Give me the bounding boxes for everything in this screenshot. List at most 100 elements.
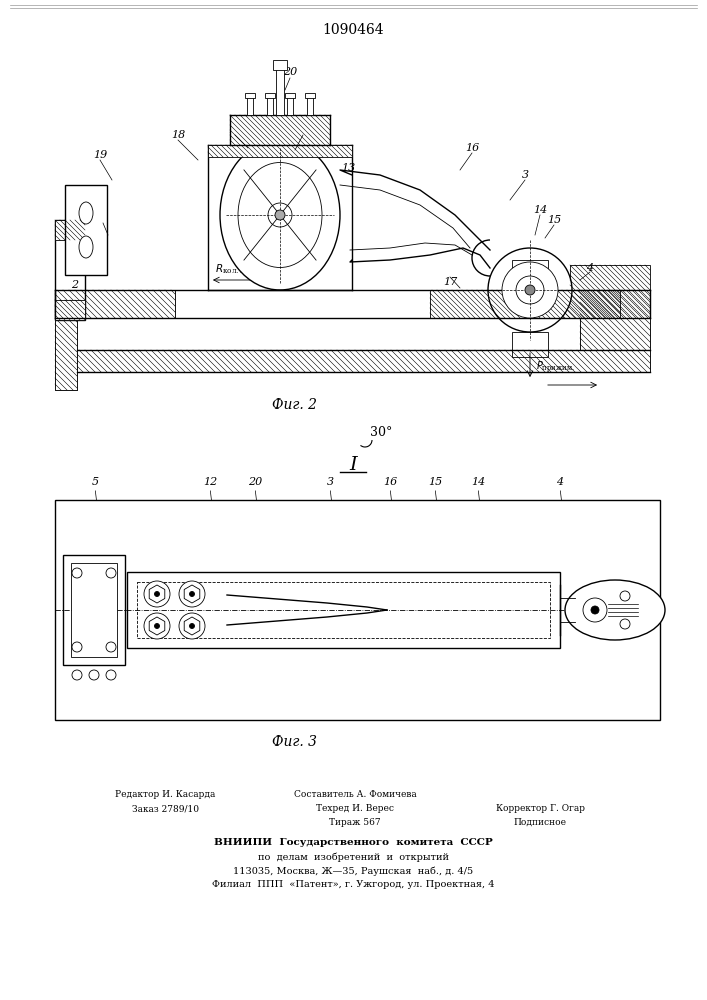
Text: $P_{\mathregular{прижим.}}$: $P_{\mathregular{прижим.}}$ <box>536 359 575 376</box>
Text: 12: 12 <box>203 477 217 487</box>
Polygon shape <box>149 617 165 635</box>
Bar <box>245 93 255 98</box>
Text: 3: 3 <box>327 477 334 487</box>
Bar <box>127 572 560 648</box>
Circle shape <box>583 598 607 622</box>
Bar <box>276 68 284 115</box>
Ellipse shape <box>79 236 93 258</box>
Circle shape <box>106 670 116 680</box>
Bar <box>77 350 650 372</box>
Text: $R_{\mathregular{кол.ц}}$: $R_{\mathregular{кол.ц}}$ <box>215 262 246 277</box>
Bar <box>307 97 313 115</box>
Text: Редактор И. Касарда: Редактор И. Касарда <box>115 790 215 799</box>
Bar <box>71 563 117 657</box>
Text: 4: 4 <box>586 263 594 273</box>
Text: 14: 14 <box>471 477 485 487</box>
Text: 4: 4 <box>556 477 563 487</box>
Circle shape <box>620 619 630 629</box>
Bar <box>285 93 295 98</box>
Text: Филиал  ППП  «Патент», г. Ужгород, ул. Проектная, 4: Филиал ППП «Патент», г. Ужгород, ул. Про… <box>212 880 494 889</box>
Text: 15: 15 <box>547 215 561 225</box>
Bar <box>273 60 287 70</box>
Circle shape <box>72 568 82 578</box>
Text: Подписное: Подписное <box>513 818 566 827</box>
Bar <box>570 265 650 290</box>
Text: Фиг. 2: Фиг. 2 <box>272 398 317 412</box>
Bar <box>287 97 293 115</box>
Bar <box>137 582 550 638</box>
Text: 113035, Москва, Ж—35, Раушская  наб., д. 4/5: 113035, Москва, Ж—35, Раушская наб., д. … <box>233 866 473 876</box>
Circle shape <box>72 642 82 652</box>
Circle shape <box>620 591 630 601</box>
Circle shape <box>189 591 194 596</box>
Bar <box>55 320 77 390</box>
Circle shape <box>516 276 544 304</box>
Circle shape <box>106 642 116 652</box>
Text: 5: 5 <box>100 213 107 223</box>
Circle shape <box>268 203 292 227</box>
Circle shape <box>144 581 170 607</box>
Ellipse shape <box>238 162 322 267</box>
Text: 15: 15 <box>428 477 442 487</box>
Circle shape <box>591 606 599 614</box>
Text: 30°: 30° <box>370 426 392 438</box>
Circle shape <box>89 670 99 680</box>
Text: +: + <box>644 592 652 602</box>
Circle shape <box>502 262 558 318</box>
Circle shape <box>179 581 205 607</box>
Text: +: + <box>644 612 652 622</box>
Bar <box>65 185 107 275</box>
Text: 1090464: 1090464 <box>322 23 384 37</box>
Circle shape <box>189 624 194 629</box>
Text: 12: 12 <box>296 125 310 135</box>
Bar <box>55 300 85 320</box>
Circle shape <box>488 248 572 332</box>
Text: Техред И. Верес: Техред И. Верес <box>316 804 394 813</box>
Text: Заказ 2789/10: Заказ 2789/10 <box>132 804 199 813</box>
Text: Корректор Г. Огар: Корректор Г. Огар <box>496 804 585 813</box>
Text: 11: 11 <box>228 125 242 135</box>
Circle shape <box>275 210 285 220</box>
Circle shape <box>72 670 82 680</box>
Circle shape <box>106 568 116 578</box>
Ellipse shape <box>565 580 665 640</box>
Bar <box>540 290 650 318</box>
Ellipse shape <box>220 140 340 290</box>
Text: 2: 2 <box>71 280 78 290</box>
Bar <box>580 290 650 350</box>
Bar <box>63 555 125 665</box>
Circle shape <box>155 591 160 596</box>
Bar <box>77 350 650 372</box>
Bar <box>55 320 77 390</box>
Bar <box>265 93 275 98</box>
Bar <box>175 290 540 318</box>
Text: ВНИИПИ  Государственного  комитета  СССР: ВНИИПИ Государственного комитета СССР <box>214 838 492 847</box>
Ellipse shape <box>79 202 93 224</box>
Polygon shape <box>149 585 165 603</box>
Text: 3: 3 <box>522 170 529 180</box>
Text: 13: 13 <box>341 163 355 173</box>
Text: по  делам  изобретений  и  открытий: по делам изобретений и открытий <box>257 852 448 861</box>
Bar <box>208 145 352 157</box>
Bar <box>512 332 548 357</box>
Circle shape <box>525 285 535 295</box>
Text: I: I <box>349 456 357 474</box>
Text: 20: 20 <box>283 67 297 77</box>
Text: Фиг. 3: Фиг. 3 <box>272 735 317 749</box>
Text: 16: 16 <box>383 477 397 487</box>
Bar <box>512 260 548 290</box>
Bar <box>55 290 175 318</box>
Text: Тираж 567: Тираж 567 <box>329 818 381 827</box>
Bar <box>247 97 253 115</box>
Text: 16: 16 <box>465 143 479 153</box>
Circle shape <box>144 613 170 639</box>
Bar <box>580 290 650 350</box>
Polygon shape <box>185 585 200 603</box>
Circle shape <box>155 624 160 629</box>
Text: 18: 18 <box>171 130 185 140</box>
Text: 14: 14 <box>533 205 547 215</box>
Bar <box>55 220 85 240</box>
Bar <box>55 230 85 320</box>
Polygon shape <box>185 617 200 635</box>
Bar <box>305 93 315 98</box>
